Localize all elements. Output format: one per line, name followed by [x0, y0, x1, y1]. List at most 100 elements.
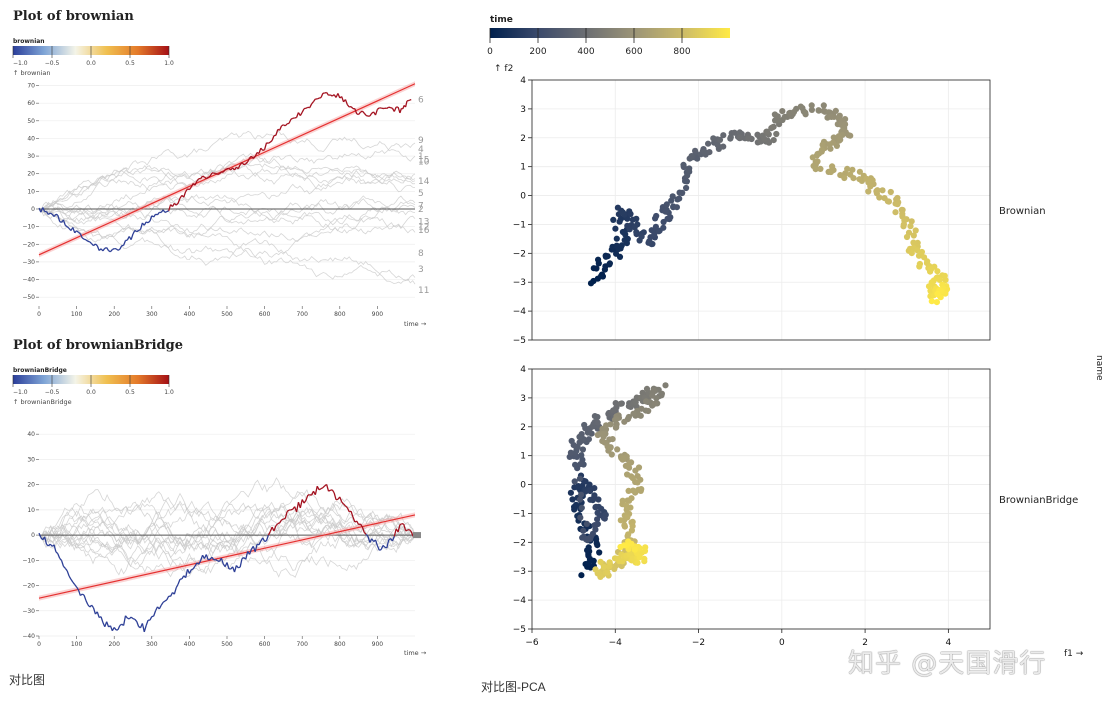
highlight-series-segment [333, 492, 337, 500]
scatter-point [618, 242, 625, 249]
highlight-series-segment [156, 211, 160, 216]
highlight-series-segment [175, 202, 179, 206]
scatter-point [884, 198, 891, 205]
scatter-point [630, 410, 637, 417]
y-tick-label: −40 [22, 277, 35, 284]
scatter-point [942, 276, 949, 284]
highlight-series-segment [220, 557, 224, 565]
highlight-series-segment [408, 99, 411, 102]
x-tick-label: 200 [108, 641, 120, 648]
highlight-series-segment [151, 215, 155, 218]
highlight-series-segment [188, 186, 192, 191]
highlight-series-segment [222, 169, 226, 173]
scatter-point [808, 106, 815, 113]
scatter-point [692, 147, 699, 154]
highlight-series-segment [397, 524, 401, 533]
series-end-label: 7 [418, 201, 424, 211]
scatter-point [903, 233, 911, 241]
highlight-series-segment [62, 565, 66, 569]
highlight-series-segment [143, 625, 147, 633]
scatter-point [609, 436, 616, 443]
scatter-point [754, 131, 761, 138]
highlight-series-segment [147, 220, 151, 224]
highlight-series-segment [358, 523, 361, 526]
scatter-point [636, 412, 643, 419]
background-series-line [38, 491, 416, 576]
highlight-series-segment [209, 172, 213, 177]
background-series-line [38, 165, 416, 217]
scatter-point [630, 487, 637, 494]
scatter-point [679, 189, 686, 197]
highlight-series-segment [164, 210, 168, 213]
highlight-series-segment [122, 615, 127, 626]
highlight-series-segment [330, 94, 333, 97]
highlight-series-segment [365, 114, 369, 117]
scatter-point [634, 559, 641, 566]
highlight-series-segment [106, 621, 110, 628]
highlight-series-segment [393, 528, 397, 537]
x-tick-label: −6 [525, 638, 539, 648]
x-tick-label: 600 [259, 311, 271, 318]
highlight-series-segment [94, 243, 98, 247]
highlight-series-segment [62, 219, 66, 226]
y-tick-label: −50 [22, 294, 35, 301]
y-tick-label: 50 [27, 118, 35, 125]
scatter-point [618, 563, 625, 570]
y-tick-label: 40 [27, 431, 35, 438]
highlight-series-segment [170, 592, 174, 597]
scatter-point [614, 242, 621, 250]
scatter-point [856, 176, 863, 183]
highlight-series-segment [100, 616, 104, 623]
highlight-series-segment [361, 110, 365, 114]
scatter-point [850, 175, 857, 182]
scatter-point [612, 424, 619, 431]
highlight-series-segment [136, 229, 139, 233]
highlight-series-segment [283, 124, 286, 127]
highlight-series-segment [217, 560, 220, 563]
highlight-series-segment [177, 197, 181, 204]
scatter-point [849, 166, 856, 173]
y-tick-label: 0 [520, 481, 526, 491]
background-series-line [38, 165, 416, 211]
y-tick-label: 1 [520, 163, 526, 173]
highlight-series-segment [49, 543, 53, 547]
highlight-series-segment [299, 499, 303, 509]
highlight-series-segment [267, 531, 271, 536]
highlight-series-segment [328, 489, 331, 492]
scatter-point [612, 400, 619, 407]
highlight-series-segment [83, 595, 87, 601]
legend-tick-label: −1.0 [13, 60, 28, 67]
y-tick-label: 0 [31, 532, 35, 539]
x-tick-label: 2 [862, 638, 868, 648]
scatter-point [660, 224, 667, 231]
highlight-series-segment [271, 135, 275, 141]
y-tick-label: −1 [513, 509, 526, 519]
scatter-point [598, 273, 605, 280]
scatter-point [894, 201, 901, 208]
x-tick-label: −4 [609, 638, 623, 648]
scatter-point [771, 111, 778, 118]
highlight-series-segment [320, 93, 324, 98]
highlight-series-segment [273, 525, 277, 532]
highlight-series-segment [72, 227, 76, 234]
highlight-series-segment [224, 168, 228, 171]
scatter-point [592, 503, 600, 510]
y-tick-label: 20 [27, 171, 35, 178]
scatter-point [576, 433, 583, 440]
highlight-series-segment [85, 600, 89, 606]
background-series-line [38, 508, 416, 554]
x-tick-label: 300 [146, 641, 158, 648]
scatter-point [876, 194, 883, 201]
y-tick-label: −3 [513, 567, 526, 577]
scatter-point [577, 514, 584, 521]
highlight-series-segment [55, 551, 59, 555]
scatter-point [598, 505, 605, 512]
highlight-series-segment [264, 540, 267, 543]
highlight-series-segment [196, 178, 200, 182]
highlight-series-segment [76, 230, 79, 233]
scatter-point [592, 526, 599, 533]
scatter-point [603, 422, 610, 429]
scatter-point [765, 139, 773, 146]
scatter-point [779, 108, 786, 115]
scatter-point [606, 260, 613, 267]
